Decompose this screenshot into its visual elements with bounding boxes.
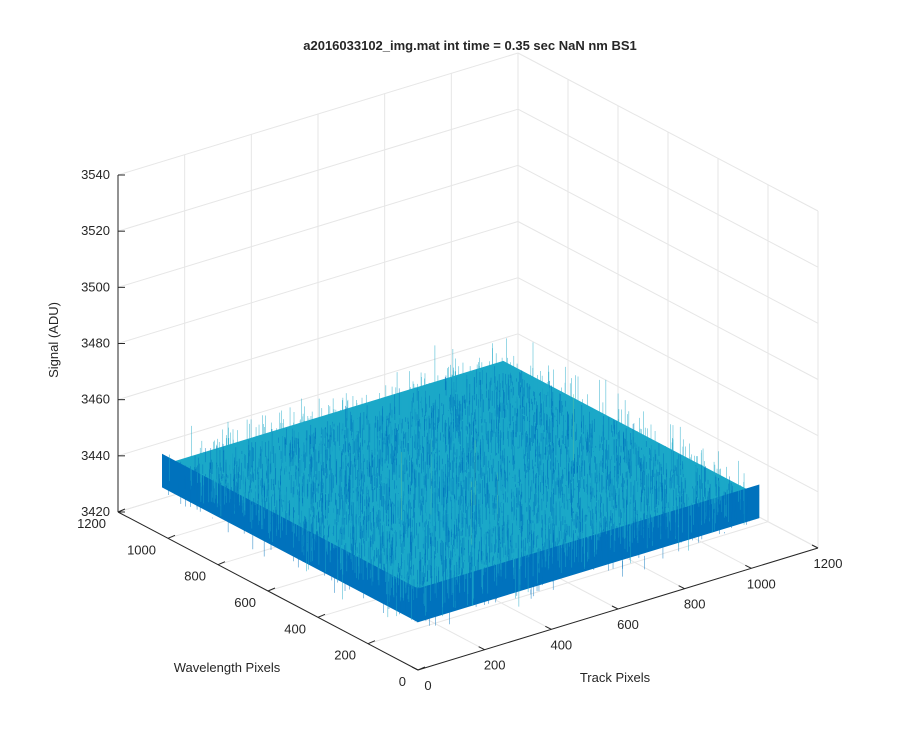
right-wall-grid-line [517, 108, 819, 268]
right-wall-grid-line [517, 333, 819, 493]
right-wall-grid-line [517, 221, 819, 380]
back-wall-grid-line [117, 164, 519, 288]
floor-grid-line [367, 521, 769, 645]
right-wall-grid-line [517, 164, 819, 324]
back-wall-grid-line [117, 108, 519, 232]
back-wall-grid-line [117, 221, 519, 344]
back-wall-grid-line [117, 277, 519, 401]
surface-mesh [162, 338, 760, 626]
right-wall-grid-line [517, 277, 819, 437]
back-wall-grid-line [117, 333, 519, 457]
back-wall-grid-line [117, 52, 519, 176]
right-wall-grid-line [517, 52, 819, 212]
